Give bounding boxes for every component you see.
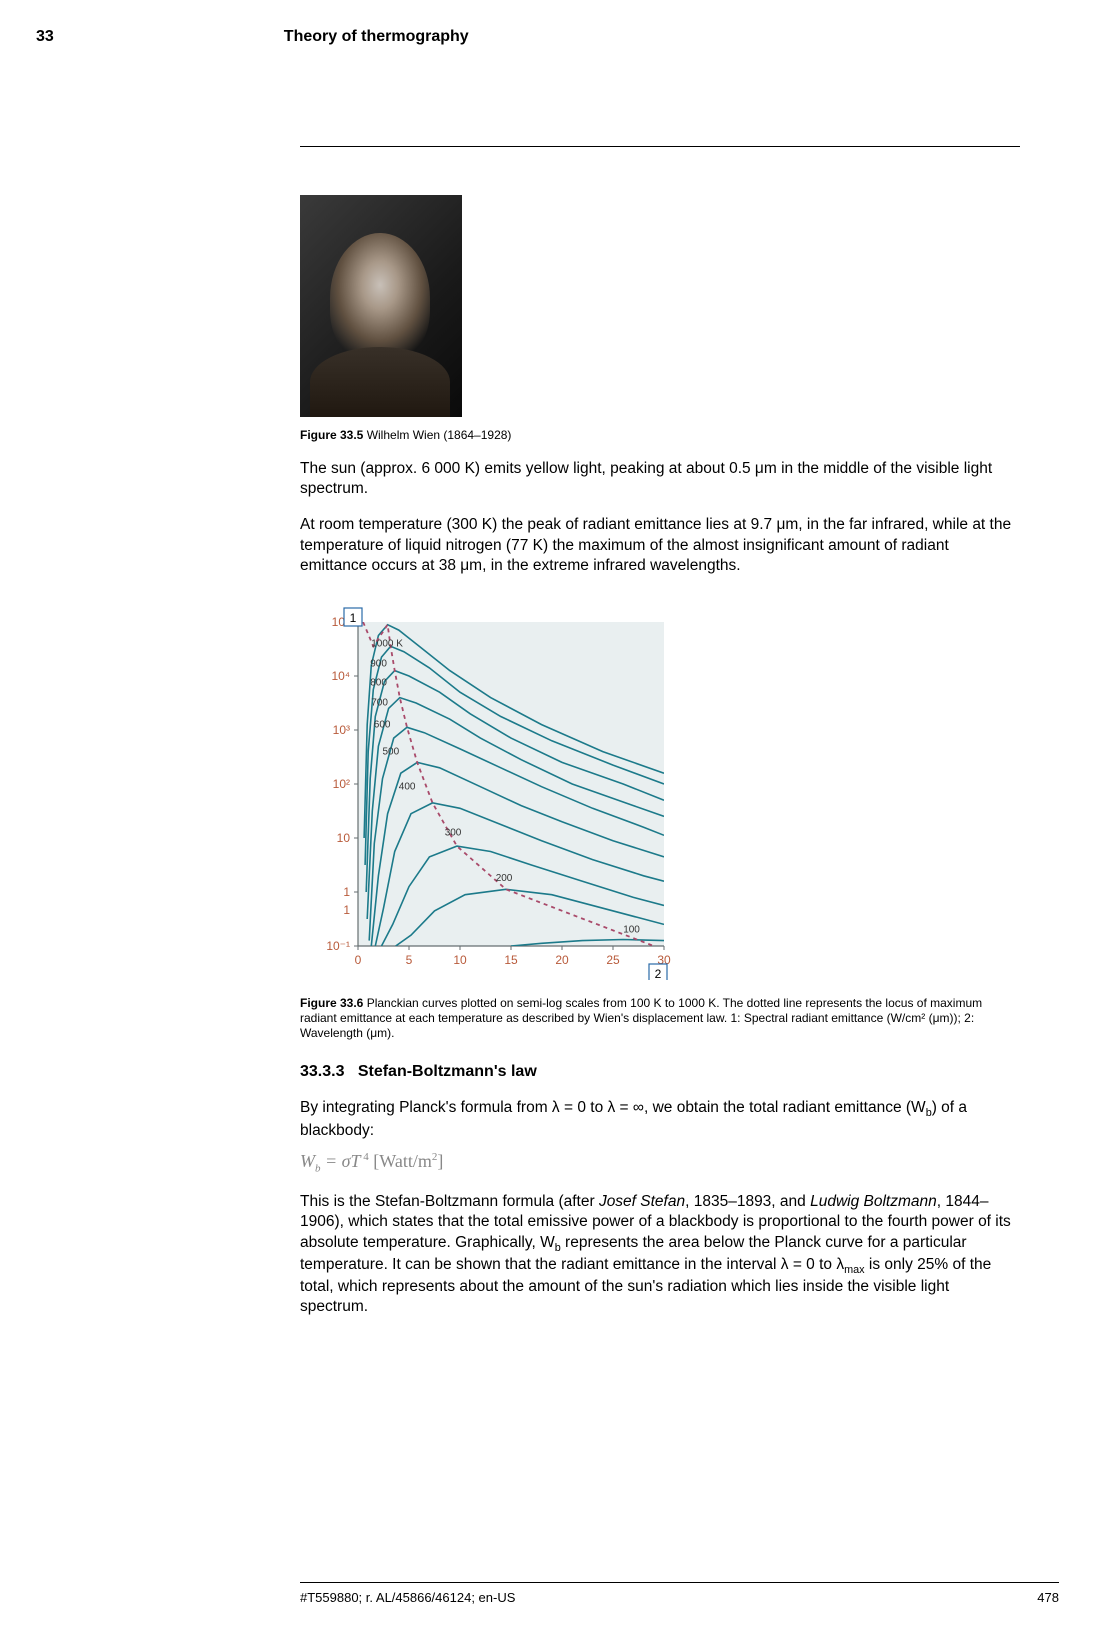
- svg-text:800: 800: [370, 678, 387, 689]
- svg-text:5: 5: [406, 953, 413, 967]
- svg-text:10: 10: [453, 953, 467, 967]
- svg-text:700: 700: [371, 698, 388, 709]
- figure-portrait-caption: Figure 33.5 Wilhelm Wien (1864–1928): [300, 427, 1020, 443]
- svg-text:0: 0: [355, 953, 362, 967]
- svg-text:10⁻¹: 10⁻¹: [326, 939, 350, 953]
- svg-text:400: 400: [399, 781, 416, 792]
- paragraph-sun: The sun (approx. 6 000 K) emits yellow l…: [300, 459, 1020, 499]
- svg-text:600: 600: [374, 719, 391, 730]
- svg-text:1000 K: 1000 K: [371, 638, 403, 649]
- svg-text:10³: 10³: [333, 723, 350, 737]
- figure-chart-caption-text: Planckian curves plotted on semi-log sca…: [300, 996, 982, 1040]
- figure-portrait-image: [300, 195, 462, 417]
- chapter-number: 33: [36, 26, 54, 48]
- figure-chart-label: Figure 33.6: [300, 996, 363, 1010]
- svg-text:300: 300: [445, 827, 462, 838]
- svg-text:10⁴: 10⁴: [331, 669, 350, 683]
- svg-text:500: 500: [382, 746, 399, 757]
- stefan-equation: Wb = σT 4 [Watt/m2]: [300, 1149, 1020, 1176]
- svg-text:1: 1: [350, 611, 357, 625]
- figure-chart-caption: Figure 33.6 Planckian curves plotted on …: [300, 996, 1020, 1041]
- chapter-title: Theory of thermography: [284, 26, 1059, 48]
- figure-portrait-label: Figure 33.5: [300, 428, 363, 442]
- svg-text:100: 100: [623, 924, 640, 935]
- paragraph-room: At room temperature (300 K) the peak of …: [300, 515, 1020, 575]
- svg-text:200: 200: [496, 873, 513, 884]
- figure-portrait-caption-text: Wilhelm Wien (1864–1928): [363, 428, 511, 442]
- planck-chart: 10⁻¹11010²10³10⁴10⁵10510152025301000 K90…: [300, 600, 690, 980]
- svg-text:15: 15: [504, 953, 518, 967]
- svg-text:10: 10: [337, 831, 351, 845]
- svg-text:2: 2: [655, 967, 662, 980]
- svg-text:10²: 10²: [333, 777, 350, 791]
- svg-text:20: 20: [555, 953, 569, 967]
- footer-docref: #T559880; r. AL/45866/46124; en-US: [300, 1589, 515, 1607]
- stefan-intro: By integrating Planck's formula from λ =…: [300, 1098, 1020, 1140]
- section-title: Stefan-Boltzmann's law: [358, 1063, 537, 1080]
- top-rule: [300, 146, 1020, 147]
- bottom-rule: [300, 1582, 1059, 1583]
- svg-text:25: 25: [606, 953, 620, 967]
- section-heading: 33.3.3 Stefan-Boltzmann's law: [300, 1061, 1020, 1083]
- svg-text:900: 900: [370, 658, 387, 669]
- stefan-intro-pre: By integrating Planck's formula from λ =…: [300, 1099, 926, 1116]
- stefan-body: This is the Stefan-Boltzmann formula (af…: [300, 1192, 1020, 1317]
- section-number: 33.3.3: [300, 1063, 344, 1080]
- svg-text:1: 1: [343, 903, 350, 917]
- footer-page: 478: [1037, 1589, 1059, 1607]
- svg-text:1: 1: [343, 885, 350, 899]
